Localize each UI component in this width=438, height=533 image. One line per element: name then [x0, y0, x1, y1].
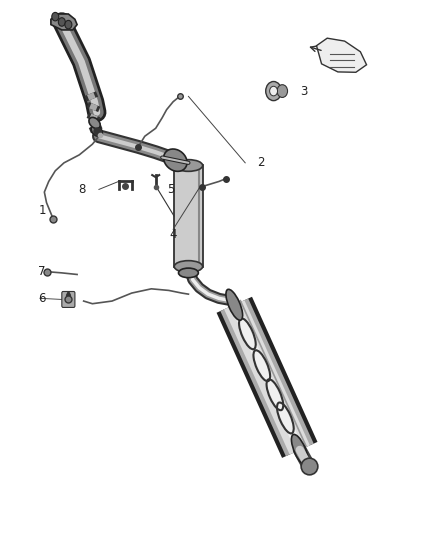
Bar	[174, 165, 203, 266]
Ellipse shape	[179, 268, 198, 278]
Ellipse shape	[174, 160, 203, 171]
Ellipse shape	[164, 149, 187, 171]
Text: 2: 2	[257, 156, 264, 169]
Text: 5: 5	[167, 183, 175, 196]
Text: 7: 7	[39, 265, 46, 278]
FancyBboxPatch shape	[62, 292, 75, 308]
Ellipse shape	[226, 289, 243, 320]
Polygon shape	[317, 38, 367, 72]
Circle shape	[277, 85, 288, 98]
Ellipse shape	[291, 434, 308, 465]
Circle shape	[58, 18, 65, 26]
Text: 1: 1	[39, 204, 46, 217]
Ellipse shape	[91, 125, 102, 136]
Ellipse shape	[174, 261, 203, 272]
Text: 6: 6	[39, 292, 46, 305]
Circle shape	[270, 86, 278, 96]
Circle shape	[52, 12, 59, 21]
Circle shape	[266, 82, 282, 101]
Text: 3: 3	[300, 85, 308, 98]
Ellipse shape	[89, 117, 100, 128]
Circle shape	[65, 20, 72, 29]
Polygon shape	[51, 14, 77, 30]
Text: 8: 8	[78, 183, 85, 196]
Text: 4: 4	[170, 228, 177, 241]
